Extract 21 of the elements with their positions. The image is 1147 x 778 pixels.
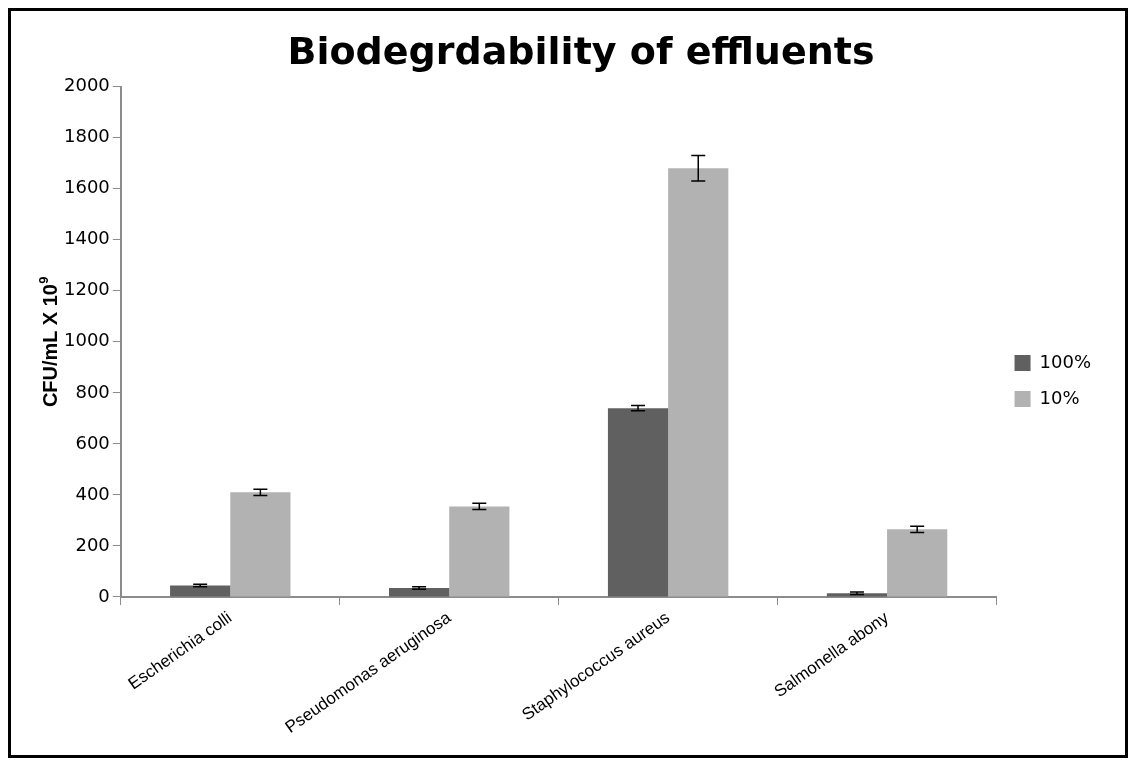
y-tick-label: 2000 [64,74,110,96]
y-tick-label: 400 [75,482,110,504]
y-tick-label: 800 [75,380,110,402]
bar [230,492,291,597]
chart-title: Biodegrdability of effluents [287,28,875,73]
bar [607,408,669,597]
y-tick-label: 600 [75,431,110,453]
y-tick-label: 1200 [64,278,110,300]
y-tick-label: 1600 [64,176,110,198]
y-tick-label: 0 [98,584,110,606]
bar [389,588,450,597]
y-tick-label: 200 [75,533,110,555]
y-axis-title: CFU/mL X 109 [35,276,61,408]
bar [449,506,510,597]
bar [668,168,729,597]
legend-label: 10% [1039,386,1080,408]
y-tick-label: 1000 [64,329,110,351]
bar [887,529,948,597]
legend-label: 100% [1039,350,1092,372]
y-tick-label: 1800 [64,125,110,147]
y-tick-label: 1400 [64,227,110,249]
